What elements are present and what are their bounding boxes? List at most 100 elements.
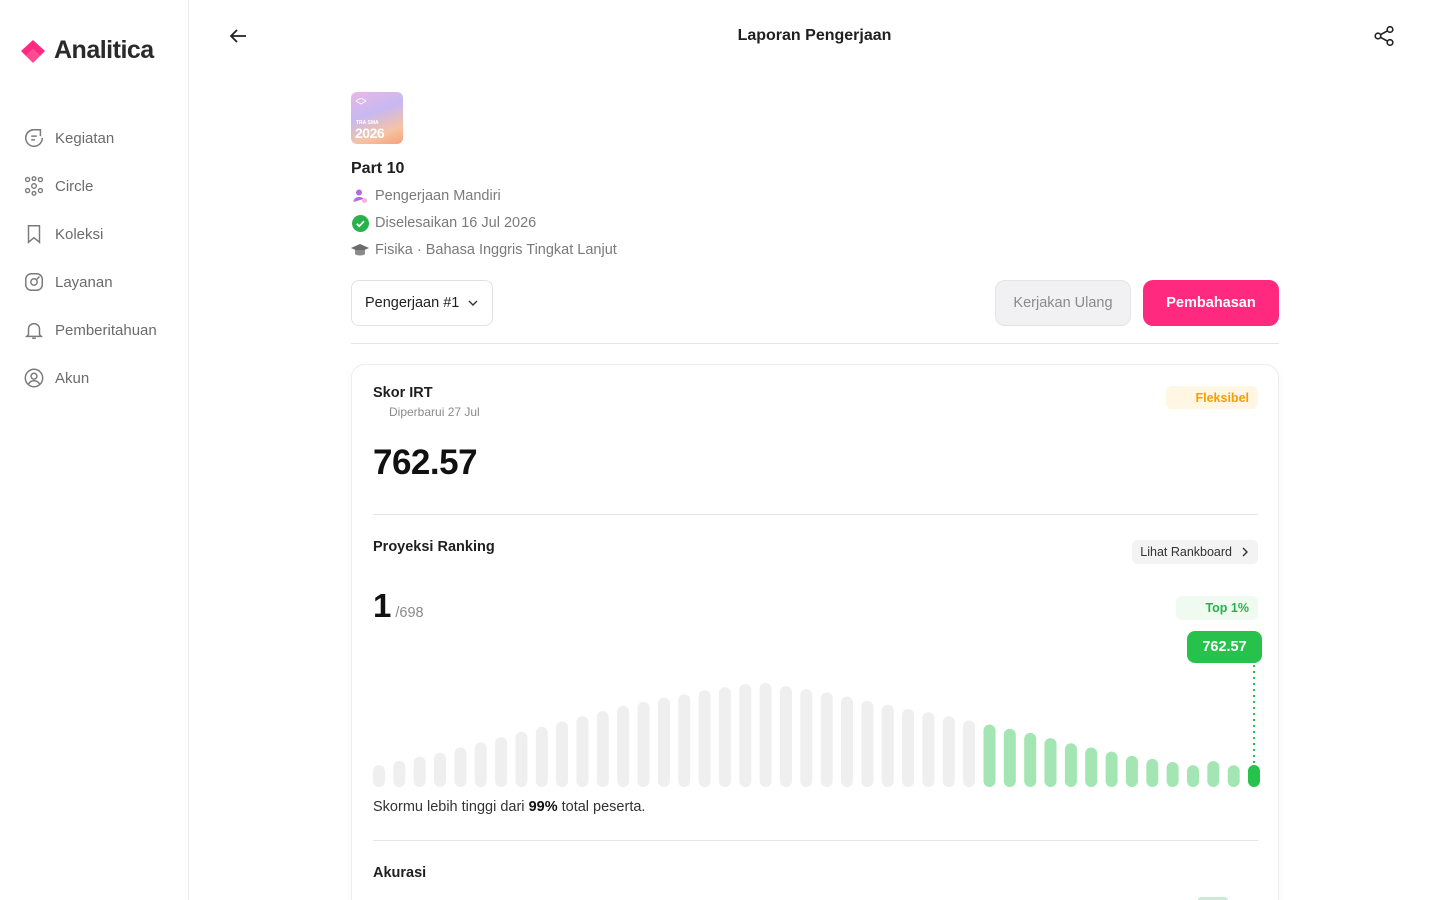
distribution-bar xyxy=(535,726,548,787)
sidebar-item-akun[interactable]: Akun xyxy=(22,354,157,402)
distribution-bar xyxy=(1227,765,1240,787)
distribution-bar xyxy=(1187,765,1199,787)
distribution-bar xyxy=(739,684,752,787)
distribution-bar xyxy=(373,765,385,787)
retry-button[interactable]: Kerjakan Ulang xyxy=(995,280,1131,326)
chevron-right-icon xyxy=(1242,547,1248,557)
distribution-bar xyxy=(963,720,976,787)
distribution-bar xyxy=(556,721,569,787)
sidebar-item-label: Kegiatan xyxy=(55,129,115,147)
sidebar-item-pemberitahuan[interactable]: Pemberitahuan xyxy=(22,306,157,354)
sidebar-item-layanan[interactable]: Layanan xyxy=(22,258,157,306)
attempt-select[interactable]: Pengerjaan #1 xyxy=(351,280,493,326)
exam-mode: Pengerjaan Mandiri xyxy=(351,187,1279,205)
distribution-bar xyxy=(454,747,467,787)
rank-total: /698 xyxy=(395,605,424,621)
rankboard-button[interactable]: Lihat Rankboard xyxy=(1132,540,1258,564)
rank-value: 1 xyxy=(373,587,392,624)
back-button[interactable] xyxy=(226,24,250,48)
sidebar-item-label: Koleksi xyxy=(55,225,104,243)
distribution-bar xyxy=(495,737,508,787)
accuracy-chart-peek xyxy=(1198,897,1228,900)
score-type-badge: Fleksibel xyxy=(1165,386,1258,409)
distribution-bar xyxy=(800,689,813,787)
analitica-logo-icon xyxy=(18,37,48,65)
distribution-bar xyxy=(902,709,915,787)
distribution-bar xyxy=(596,711,609,787)
distribution-bar xyxy=(1064,743,1077,787)
rankboard-button-label: Lihat Rankboard xyxy=(1140,545,1232,559)
distribution-bar xyxy=(637,701,650,787)
score-value: 762.57 xyxy=(373,443,478,482)
thumbnail-year: 2026 xyxy=(355,125,385,141)
sidebar-item-label: Akun xyxy=(55,369,90,387)
user-score-pill: 762.57 xyxy=(1187,631,1262,663)
distribution-bar xyxy=(1105,751,1118,787)
thumbnail-label: TRA SMA xyxy=(356,120,379,126)
rank-display: 1 /698 xyxy=(373,587,424,625)
sidebar-item-label: Circle xyxy=(55,177,94,195)
distribution-bar xyxy=(474,742,487,787)
user-circle-icon xyxy=(22,366,46,390)
distribution-bar xyxy=(576,716,589,787)
sidebar-nav: Kegiatan Circle Koleksi Layanan Pemberit… xyxy=(22,114,157,402)
exam-mode-label: Pengerjaan Mandiri xyxy=(375,188,501,204)
bookmark-icon xyxy=(22,222,46,246)
app-name: Analitica xyxy=(54,36,154,64)
sidebar-item-koleksi[interactable]: Koleksi xyxy=(22,210,157,258)
check-circle-icon xyxy=(351,214,369,232)
share-icon xyxy=(1374,25,1394,47)
sidebar: Analitica Kegiatan Circle Koleksi Layana… xyxy=(0,0,189,900)
report-controls: Pengerjaan #1 Kerjakan Ulang Pembahasan xyxy=(351,280,1279,326)
summary-suffix: total peserta. xyxy=(557,799,646,815)
distribution-bar xyxy=(861,700,874,787)
user-icon xyxy=(351,187,369,205)
user-score-bar xyxy=(1248,765,1260,787)
distribution-bar xyxy=(678,694,691,787)
distribution-bar xyxy=(657,697,670,787)
distribution-bar xyxy=(393,761,406,787)
distribution-bar xyxy=(983,724,996,787)
distribution-bar xyxy=(698,690,711,787)
distribution-bar xyxy=(413,756,426,787)
score-card: Skor IRT Diperbarui 27 Jul Fleksibel 762… xyxy=(351,364,1279,900)
distribution-bar xyxy=(820,692,833,787)
sidebar-item-kegiatan[interactable]: Kegiatan xyxy=(22,114,157,162)
summary-prefix: Skormu lebih tinggi dari xyxy=(373,799,529,815)
accuracy-title: Akurasi xyxy=(373,865,427,881)
distribution-bar xyxy=(515,731,528,787)
exam-completed: Diselesaikan 16 Jul 2026 xyxy=(351,214,1279,232)
ranking-title: Proyeksi Ranking xyxy=(373,539,495,555)
exam-subjects-label: Fisika · Bahasa Inggris Tingkat Lanjut xyxy=(375,242,617,258)
graduation-cap-icon xyxy=(351,241,369,259)
graduation-cap-icon xyxy=(356,98,366,105)
distribution-bar xyxy=(942,716,955,787)
score-updated: Diperbarui 27 Jul xyxy=(389,405,480,419)
ranking-distribution-chart xyxy=(373,665,1260,787)
distribution-bar xyxy=(1085,747,1098,787)
chevron-down-icon xyxy=(468,300,478,306)
distribution-bar xyxy=(434,752,446,787)
sidebar-item-label: Pemberitahuan xyxy=(55,321,157,339)
sidebar-item-circle[interactable]: Circle xyxy=(22,162,157,210)
distribution-bar xyxy=(1146,758,1159,787)
distribution-bar xyxy=(780,686,792,787)
discussion-button[interactable]: Pembahasan xyxy=(1143,280,1279,326)
app-logo[interactable]: Analitica xyxy=(18,36,154,65)
attempt-select-value: Pengerjaan #1 xyxy=(365,295,460,311)
distribution-bar xyxy=(1044,738,1057,787)
arrow-left-icon xyxy=(229,29,246,43)
distribution-bar xyxy=(617,705,630,787)
top-percent-badge: Top 1% xyxy=(1176,596,1258,620)
distribution-bar xyxy=(1003,728,1016,787)
distribution-bar xyxy=(922,712,935,787)
distribution-bar xyxy=(1166,762,1179,787)
compass-icon xyxy=(22,270,46,294)
page-title: Laporan Pengerjaan xyxy=(737,27,892,44)
share-button[interactable] xyxy=(1372,24,1396,48)
distribution-bar xyxy=(1125,755,1138,787)
distribution-bar xyxy=(1024,732,1037,787)
distribution-bar xyxy=(881,704,894,787)
score-title: Skor IRT xyxy=(373,385,433,401)
distribution-bar xyxy=(759,683,772,787)
